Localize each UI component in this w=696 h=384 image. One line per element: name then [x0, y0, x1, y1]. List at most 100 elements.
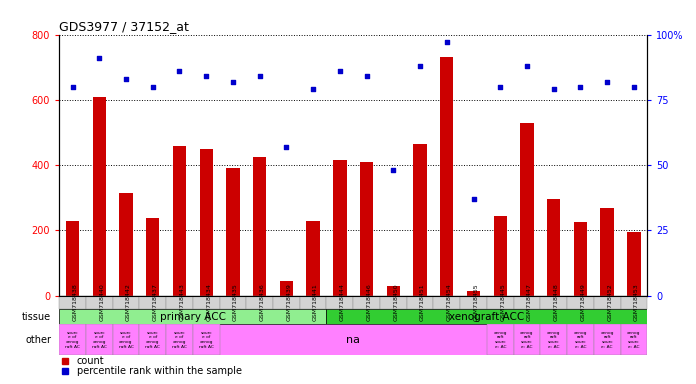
Bar	[514, 324, 540, 356]
Bar	[387, 286, 400, 296]
Bar	[219, 296, 246, 310]
Bar	[594, 324, 621, 356]
Text: GSM718441: GSM718441	[313, 284, 318, 321]
Point	[334, 68, 345, 74]
Text: xenog
raft
sourc
e: AC: xenog raft sourc e: AC	[493, 331, 507, 349]
Bar	[273, 296, 300, 310]
Text: GSM718442: GSM718442	[126, 284, 131, 321]
Bar	[226, 169, 239, 296]
Point	[254, 73, 265, 79]
Point	[441, 39, 452, 45]
Text: GSM718438: GSM718438	[72, 284, 77, 321]
Text: sourc
e of
xenog
raft AC: sourc e of xenog raft AC	[172, 331, 187, 349]
Bar	[487, 296, 514, 310]
Text: GSM718435: GSM718435	[233, 284, 238, 321]
Text: GSM718451: GSM718451	[420, 284, 425, 321]
Point	[228, 78, 239, 84]
Bar	[139, 324, 166, 356]
Bar	[467, 291, 480, 296]
Bar	[193, 324, 219, 356]
Bar	[113, 296, 139, 310]
Bar	[166, 296, 193, 310]
Text: primary ACC: primary ACC	[160, 312, 226, 322]
Point	[308, 86, 319, 93]
Bar	[621, 324, 647, 356]
Text: GSM718443: GSM718443	[180, 284, 184, 321]
Bar	[113, 324, 139, 356]
Bar	[86, 324, 113, 356]
Bar	[300, 296, 326, 310]
Point	[94, 55, 105, 61]
Bar	[627, 232, 640, 296]
Bar	[547, 199, 560, 296]
Point	[67, 84, 78, 90]
Point	[388, 167, 399, 174]
Bar	[253, 157, 267, 296]
Bar	[86, 296, 113, 310]
Point	[147, 84, 158, 90]
Text: sourc
e of
xenog
raft AC: sourc e of xenog raft AC	[65, 331, 80, 349]
Point	[521, 63, 532, 69]
Text: GSM718437: GSM718437	[152, 284, 158, 321]
Bar	[326, 310, 647, 324]
Bar	[93, 97, 106, 296]
Text: GSM718446: GSM718446	[367, 284, 372, 321]
Bar	[306, 221, 319, 296]
Text: sourc
e of
xenog
raft AC: sourc e of xenog raft AC	[92, 331, 106, 349]
Bar	[59, 310, 326, 324]
Text: GSM718453: GSM718453	[634, 284, 639, 321]
Text: sourc
e of
xenog
raft AC: sourc e of xenog raft AC	[199, 331, 214, 349]
Bar	[360, 162, 373, 296]
Text: GSM718454: GSM718454	[447, 284, 452, 321]
Text: GSM718449: GSM718449	[580, 284, 585, 321]
Bar	[440, 58, 454, 296]
Bar	[380, 296, 406, 310]
Point	[495, 84, 506, 90]
Text: percentile rank within the sample: percentile rank within the sample	[77, 366, 242, 376]
Bar	[521, 123, 534, 296]
Point	[575, 84, 586, 90]
Bar	[354, 296, 380, 310]
Text: GSM718448: GSM718448	[554, 284, 559, 321]
Bar	[326, 296, 354, 310]
Point	[120, 76, 132, 82]
Text: GSM718452: GSM718452	[607, 284, 612, 321]
Text: GSM718447: GSM718447	[527, 284, 532, 321]
Bar	[460, 296, 487, 310]
Point	[200, 73, 212, 79]
Point	[361, 73, 372, 79]
Bar	[540, 296, 567, 310]
Bar	[493, 217, 507, 296]
Text: GSM718445: GSM718445	[500, 284, 505, 321]
Bar	[406, 296, 434, 310]
Bar	[173, 146, 186, 296]
Bar	[146, 218, 159, 296]
Point	[628, 84, 640, 90]
Bar	[574, 222, 587, 296]
Text: GSM718444: GSM718444	[340, 284, 345, 321]
Text: xenog
raft
sourc
e: AC: xenog raft sourc e: AC	[627, 331, 640, 349]
Point	[174, 68, 185, 74]
Bar	[621, 296, 647, 310]
Bar	[594, 296, 621, 310]
Text: other: other	[25, 335, 51, 345]
Point	[280, 144, 292, 150]
Point	[415, 63, 426, 69]
Text: xenog
raft
sourc
e: AC: xenog raft sourc e: AC	[601, 331, 614, 349]
Bar	[540, 324, 567, 356]
Text: sourc
e of
xenog
raft AC: sourc e of xenog raft AC	[145, 331, 160, 349]
Bar	[601, 208, 614, 296]
Text: na: na	[346, 335, 361, 345]
Text: GSM718434: GSM718434	[206, 284, 211, 321]
Bar	[119, 193, 133, 296]
Bar	[413, 144, 427, 296]
Bar	[59, 296, 86, 310]
Bar	[333, 160, 347, 296]
Text: GDS3977 / 37152_at: GDS3977 / 37152_at	[59, 20, 189, 33]
Point	[468, 196, 479, 202]
Text: xenog
raft
sourc
e: AC: xenog raft sourc e: AC	[547, 331, 560, 349]
Bar	[567, 296, 594, 310]
Bar	[567, 324, 594, 356]
Text: count: count	[77, 356, 104, 366]
Text: tissue: tissue	[22, 312, 51, 322]
